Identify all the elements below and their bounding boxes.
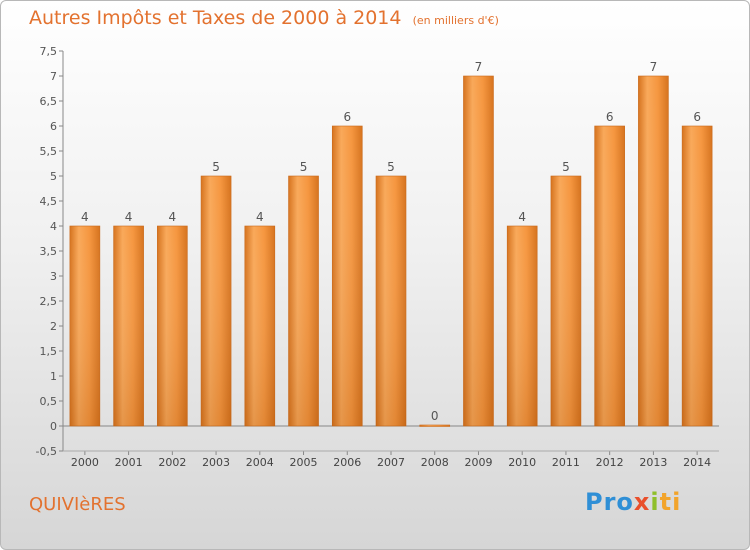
chart-unit: (en milliers d'€)	[412, 14, 499, 27]
x-tick-label: 2006	[333, 456, 361, 469]
data-label: 6	[343, 110, 351, 124]
y-tick-label: 2,5	[40, 295, 58, 308]
data-label: 5	[300, 160, 308, 174]
y-tick-label: 3,5	[40, 245, 58, 258]
data-label: 4	[256, 210, 264, 224]
x-tick-label: 2005	[290, 456, 318, 469]
bar-shade	[157, 226, 188, 426]
y-tick-label: 0	[50, 420, 57, 433]
logo-part-2: x	[633, 488, 651, 516]
data-label: 4	[169, 210, 177, 224]
bar-shade	[376, 176, 406, 426]
bar-shade	[69, 226, 100, 426]
data-label: 4	[81, 210, 89, 224]
x-tick-label: 2014	[683, 456, 711, 469]
logo-part-1: Pro	[585, 488, 634, 516]
y-tick-label: 2	[50, 320, 57, 333]
bar-shade	[638, 76, 669, 426]
x-tick-label: 2001	[115, 456, 143, 469]
bar-shade	[550, 176, 581, 426]
data-label: 4	[125, 210, 133, 224]
x-tick-label: 2013	[639, 456, 667, 469]
bar-shade	[682, 126, 713, 426]
y-tick-label: -0,5	[36, 445, 57, 458]
data-label: 7	[475, 60, 483, 74]
x-tick-label: 2011	[552, 456, 580, 469]
y-tick-label: 4,5	[40, 195, 58, 208]
x-tick-label: 2008	[421, 456, 449, 469]
y-tick-label: 7,5	[40, 45, 58, 58]
data-label: 0	[431, 409, 439, 423]
data-label: 6	[693, 110, 701, 124]
y-tick-label: 6,5	[40, 95, 58, 108]
data-label: 5	[212, 160, 220, 174]
x-tick-label: 2007	[377, 456, 405, 469]
bar-shade	[201, 176, 232, 426]
y-tick-label: 0,5	[40, 395, 58, 408]
bar-shade	[332, 126, 363, 426]
logo-part-3: i	[650, 488, 660, 516]
data-label: 5	[562, 160, 570, 174]
bar-shade	[288, 176, 319, 426]
bar-shade	[113, 226, 144, 426]
bar-shade	[507, 226, 538, 426]
proxiti-logo[interactable]: Proxiti	[585, 488, 681, 516]
data-label: 5	[387, 160, 395, 174]
bar-shade	[594, 126, 625, 426]
bar-shade	[463, 76, 494, 426]
y-tick-label: 5	[50, 170, 57, 183]
x-tick-label: 2000	[71, 456, 99, 469]
data-labels: 4 4 4 5 4 5 6 5 0 7 4 5 6 7 6	[81, 60, 701, 423]
data-label: 4	[518, 210, 526, 224]
x-tick-label: 2002	[158, 456, 186, 469]
data-label: 6	[606, 110, 614, 124]
bar	[419, 424, 451, 427]
y-tick-label: 6	[50, 120, 57, 133]
data-label: 7	[650, 60, 658, 74]
x-tick-label: 2012	[596, 456, 624, 469]
x-tick-label: 2010	[508, 456, 536, 469]
commune-name: QUIVIèRES	[29, 494, 126, 515]
bar-shade	[244, 226, 275, 426]
bars	[69, 75, 713, 427]
x-tick-label: 2004	[246, 456, 274, 469]
chart-title-block: Autres Impôts et Taxes de 2000 à 2014 (e…	[29, 7, 499, 29]
y-tick-label: 1,5	[40, 345, 58, 358]
chart-title: Autres Impôts et Taxes de 2000 à 2014	[29, 7, 402, 29]
x-tick-label: 2003	[202, 456, 230, 469]
logo-part-4: ti	[659, 488, 682, 516]
y-tick-label: 5,5	[40, 145, 58, 158]
y-tick-label: 3	[50, 270, 57, 283]
y-tick-label: 1	[50, 370, 57, 383]
y-tick-label: 7	[50, 70, 57, 83]
x-tick-label: 2009	[464, 456, 492, 469]
y-tick-label: 4	[50, 220, 57, 233]
